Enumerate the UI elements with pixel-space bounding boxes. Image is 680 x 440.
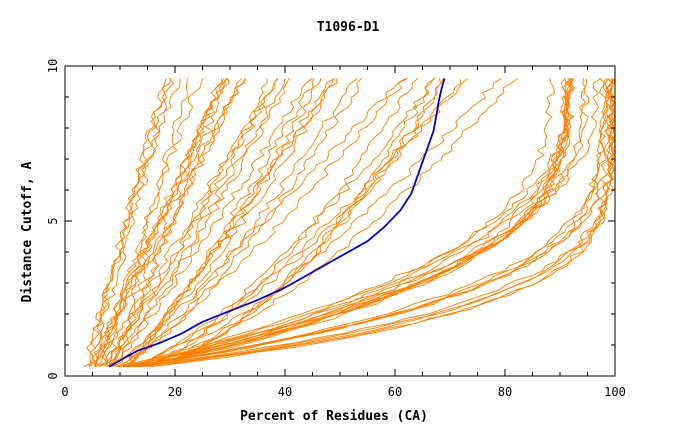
series-line-12 <box>95 78 268 368</box>
series-line-35 <box>127 78 442 368</box>
series-line-11 <box>106 78 286 368</box>
series-line-31 <box>126 78 462 368</box>
highlight-series-line <box>108 78 446 368</box>
x-tick-label: 60 <box>388 385 402 399</box>
series-line-60 <box>139 78 616 368</box>
series-line-32 <box>135 78 519 368</box>
x-tick-label: 0 <box>61 385 68 399</box>
y-tick-label: 0 <box>46 372 60 379</box>
series-line-56 <box>150 78 616 368</box>
series-line-58 <box>150 78 616 368</box>
series-line-30 <box>138 78 418 368</box>
y-axis-label: Distance Cutoff, A <box>20 161 35 302</box>
series-line-18 <box>99 78 225 368</box>
series-line-37 <box>127 78 434 368</box>
series-line-14 <box>111 78 290 368</box>
series-line-17 <box>115 78 243 367</box>
series-line-52 <box>139 78 608 368</box>
series-line-15 <box>108 78 278 367</box>
series-line-57 <box>138 78 616 368</box>
series-line-4 <box>89 78 246 368</box>
series-line-50 <box>145 78 571 368</box>
series-line-55 <box>128 78 609 368</box>
series-layer <box>83 77 616 368</box>
x-tick-label: 100 <box>604 385 626 399</box>
series-line-16 <box>109 78 313 368</box>
series-line-19 <box>106 78 229 368</box>
series-line-59 <box>135 78 615 368</box>
series-line-46 <box>131 78 575 368</box>
series-line-33 <box>129 78 502 368</box>
series-line-8 <box>106 78 227 367</box>
series-line-7 <box>83 78 175 368</box>
series-line-26 <box>116 77 409 368</box>
y-axis: 0 5 10 <box>46 59 615 380</box>
series-line-3 <box>88 78 172 367</box>
series-line-2 <box>95 78 167 367</box>
chart-title: T1096-D1 <box>317 20 380 35</box>
series-line-45 <box>124 78 556 368</box>
series-line-10 <box>93 78 245 367</box>
x-axis: 0 20 40 60 80 100 <box>61 66 626 399</box>
series-line-5 <box>94 78 188 367</box>
x-tick-label: 20 <box>168 385 182 399</box>
series-line-6 <box>101 78 224 367</box>
series-line-21 <box>124 78 358 368</box>
x-tick-label: 40 <box>278 385 292 399</box>
y-tick-label: 5 <box>46 217 60 224</box>
series-line-51 <box>123 78 613 368</box>
y-tick-label: 10 <box>46 59 60 73</box>
series-line-41 <box>116 78 573 368</box>
series-line-53 <box>135 78 609 368</box>
series-line-47 <box>146 78 570 368</box>
series-line-27 <box>118 78 362 368</box>
series-line-28 <box>125 78 334 368</box>
x-axis-label: Percent of Residues (CA) <box>240 409 428 424</box>
series-line-24 <box>123 78 406 368</box>
series-line-36 <box>133 78 444 368</box>
x-tick-label: 80 <box>498 385 512 399</box>
